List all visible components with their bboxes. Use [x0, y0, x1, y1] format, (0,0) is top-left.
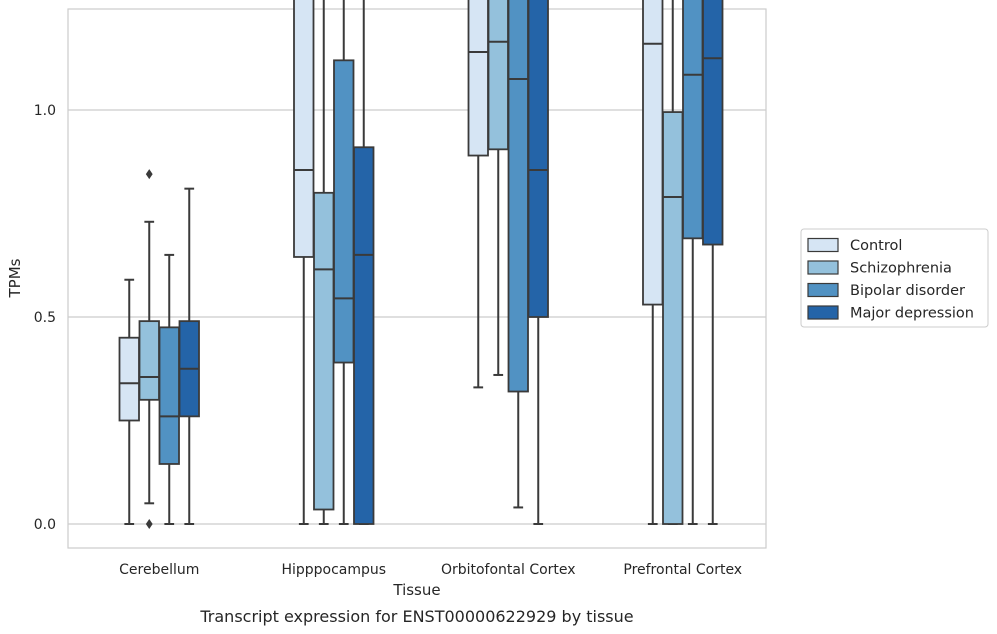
box-bipolar-disorder — [158, 253, 180, 525]
box-iqr — [333, 59, 355, 364]
chart-caption: Transcript expression for ENST0000062292… — [199, 607, 633, 626]
y-tick-label: 0.0 — [34, 517, 56, 533]
box-control — [642, 0, 664, 525]
box-iqr — [138, 320, 160, 401]
box-iqr — [682, 0, 704, 240]
box-iqr — [527, 0, 549, 318]
y-axis-ticks: 0.00.51.01.52.0 — [34, 103, 56, 533]
outlier-point — [145, 519, 153, 529]
legend-swatch — [807, 237, 839, 253]
legend-label: Schizophrenia — [850, 261, 952, 277]
legend-label: Major depression — [850, 306, 974, 322]
box-iqr — [353, 146, 375, 525]
x-tick-label: Prefrontal Cortex — [623, 562, 742, 578]
box-control — [293, 0, 315, 525]
box-iqr — [158, 326, 180, 465]
box-control — [118, 278, 140, 525]
box-bipolar-disorder — [507, 0, 529, 509]
box-iqr — [118, 336, 140, 422]
y-tick-label: 0.5 — [34, 310, 56, 326]
box-iqr — [293, 0, 315, 258]
outlier-point — [145, 169, 153, 180]
x-tick-label: Cerebellum — [119, 562, 199, 578]
x-tick-label: Orbitofontal Cortex — [441, 562, 576, 578]
legend: Control Schizophrenia Bipolar disorder Majo… — [800, 228, 989, 328]
plot-frame — [67, 8, 767, 549]
box-schizophrenia — [487, 0, 509, 376]
box-iqr — [642, 0, 664, 306]
legend-item: Schizophrenia — [807, 260, 952, 277]
box-iqr — [702, 0, 724, 246]
legend-item: Major depression — [807, 305, 974, 322]
x-axis-ticks: Cerebellum Hipppocampus Orbitofontal Corte… — [119, 562, 742, 578]
box-iqr — [662, 111, 684, 525]
legend-item: Control — [807, 237, 902, 254]
legend-frame — [800, 228, 989, 328]
box-schizophrenia — [662, 0, 684, 525]
x-tick-label: Hipppocampus — [281, 562, 386, 578]
legend-label: Control — [850, 238, 902, 254]
legend-label: Bipolar disorder — [850, 283, 965, 299]
box-bipolar-disorder — [333, 0, 355, 525]
box-major-depression — [527, 0, 549, 525]
boxes — [118, 0, 724, 529]
box-iqr — [487, 0, 509, 151]
legend-swatch — [807, 260, 839, 275]
box-iqr — [313, 191, 335, 511]
box-major-depression — [353, 0, 375, 525]
box-bipolar-disorder — [682, 0, 704, 525]
box-iqr — [507, 0, 529, 393]
y-axis-label: TPMs — [6, 258, 24, 298]
legend-swatch — [807, 282, 839, 298]
box-schizophrenia — [138, 169, 160, 529]
box-schizophrenia — [313, 0, 335, 525]
x-axis-label: Tissue — [392, 581, 440, 599]
legend-item: Bipolar disorder — [807, 282, 965, 299]
box-iqr — [467, 0, 489, 157]
box-major-depression — [702, 0, 724, 525]
y-tick-label: 1.0 — [34, 103, 56, 119]
box-control — [467, 0, 489, 389]
legend-swatch — [807, 305, 839, 320]
box-major-depression — [178, 187, 200, 525]
